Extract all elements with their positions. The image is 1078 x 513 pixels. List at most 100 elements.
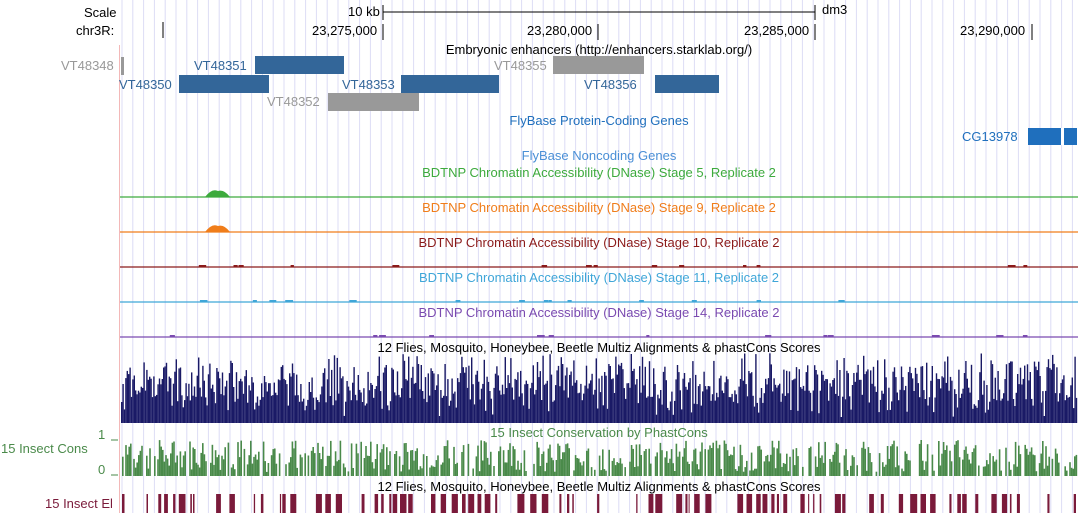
multiz-bar	[970, 364, 973, 423]
conservation-bar	[318, 453, 321, 476]
enhancer-vt48351[interactable]	[255, 56, 344, 74]
enhancer-vt48348[interactable]	[121, 57, 124, 75]
gene-label-cg13978[interactable]: CG13978	[962, 129, 1018, 144]
enhancer-vt48353[interactable]	[401, 75, 499, 93]
conservation-bar	[616, 462, 618, 476]
conservation-bar	[285, 464, 287, 476]
enhancer-label-vt48356[interactable]: VT48356	[584, 77, 637, 92]
enhancer-label-vt48348[interactable]: VT48348	[61, 58, 114, 73]
multiz-bar	[328, 359, 330, 423]
multiz-bar	[1059, 393, 1061, 423]
multiz-bar	[272, 395, 274, 423]
dnase-stage10-track-title[interactable]: BDTNP Chromatin Accessibility (DNase) St…	[418, 235, 780, 250]
dnase-stage11-track-title[interactable]: BDTNP Chromatin Accessibility (DNase) St…	[418, 270, 780, 285]
enhancer-vt48356[interactable]	[655, 75, 719, 93]
conservation-bar	[440, 464, 442, 476]
multiz-bar	[721, 390, 723, 423]
multiz-bar	[373, 397, 375, 423]
gene-cg13978[interactable]	[1028, 128, 1077, 145]
enhancer-label-vt48351[interactable]: VT48351	[194, 58, 247, 73]
conservation-bar	[792, 449, 794, 476]
conservation-bar	[624, 467, 626, 476]
multiz-bar	[364, 405, 366, 423]
conserved-element	[898, 494, 904, 513]
multiz-bar	[898, 400, 900, 423]
conservation-bar	[334, 451, 337, 476]
enhancer-vt48355[interactable]	[553, 56, 644, 74]
conservation-bar	[158, 440, 161, 476]
enhancers-track-title[interactable]: Embryonic enhancers (http://enhancers.st…	[445, 42, 753, 57]
conserved-element	[842, 494, 846, 513]
multiz-bar	[447, 379, 449, 423]
multiz-bar	[462, 367, 464, 423]
conservation-left-label[interactable]: 15 Insect Cons	[1, 441, 88, 456]
multiz-bar	[826, 379, 828, 423]
conservation-bar	[613, 458, 615, 476]
multiz-bar	[632, 371, 634, 423]
multiz-bar	[518, 396, 520, 423]
multiz-bar	[503, 394, 505, 423]
multiz-bar	[1063, 375, 1065, 423]
multiz-bar	[261, 383, 263, 423]
elements-left-label[interactable]: 15 Insect El	[45, 496, 113, 511]
dnase-stage5-track-title[interactable]: BDTNP Chromatin Accessibility (DNase) St…	[422, 165, 776, 180]
multiz-bar	[854, 381, 856, 423]
conservation-bar	[422, 454, 425, 476]
multiz-bar	[1052, 354, 1054, 423]
dnase-stage9-track-title[interactable]: BDTNP Chromatin Accessibility (DNase) St…	[422, 200, 776, 215]
ruler-position-1: 23,275,000	[312, 23, 378, 38]
enhancer-vt48352[interactable]	[328, 93, 419, 111]
conservation-bar	[405, 443, 407, 476]
dnase-small-peak	[691, 300, 697, 302]
enhancer-vt48350[interactable]	[179, 75, 269, 93]
conservation-bar	[1072, 468, 1074, 476]
dnase-small-peak	[285, 300, 294, 302]
multiz-bar	[917, 383, 919, 423]
conservation-bar	[538, 447, 540, 476]
conservation-bar	[701, 442, 703, 476]
conservation-bar	[838, 462, 841, 476]
multiz-bar	[776, 387, 778, 423]
multiz-bar	[165, 362, 168, 423]
dnase-small-peak	[1022, 335, 1028, 337]
multiz-bar	[410, 377, 413, 423]
multiz-bar	[529, 388, 532, 423]
enhancer-label-vt48352[interactable]: VT48352	[267, 94, 320, 109]
multiz-bar	[175, 359, 177, 423]
multiz-bar	[182, 407, 184, 423]
noncoding-genes-track-title[interactable]: FlyBase Noncoding Genes	[521, 148, 677, 163]
conservation-bar	[1054, 448, 1057, 476]
multiz-bar	[459, 373, 462, 423]
coding-genes-track-title[interactable]: FlyBase Protein-Coding Genes	[509, 113, 689, 128]
elements-track-title[interactable]: 12 Flies, Mosquito, Honeybee, Beetle Mul…	[377, 479, 821, 494]
dnase-stage14-track-title[interactable]: BDTNP Chromatin Accessibility (DNase) St…	[418, 305, 780, 320]
conservation-bar	[771, 440, 774, 476]
conservation-bar	[408, 469, 410, 476]
multiz-bar	[672, 414, 674, 423]
conservation-bar	[600, 470, 602, 476]
enhancer-label-vt48350[interactable]: VT48350	[119, 77, 172, 92]
conservation-bar	[403, 443, 406, 476]
enhancer-label-vt48355[interactable]: VT48355	[494, 58, 547, 73]
conservation-bar	[411, 450, 414, 476]
conservation-bar	[493, 466, 495, 476]
multiz-bar	[545, 383, 547, 423]
conservation-bar	[875, 471, 878, 476]
conservation-track-title[interactable]: 15 Insect Conservation by PhastCons	[490, 425, 708, 440]
multiz-bar	[647, 396, 649, 423]
conservation-bar	[958, 457, 961, 476]
multiz-bar	[944, 361, 946, 423]
multiz-bar	[259, 399, 261, 423]
conserved-element	[1073, 494, 1076, 513]
multiz-bar	[265, 382, 267, 423]
conservation-bar	[275, 463, 278, 476]
multiz-bar	[777, 385, 779, 423]
conservation-bar	[768, 461, 770, 476]
multiz-track-title[interactable]: 12 Flies, Mosquito, Honeybee, Beetle Mul…	[377, 340, 821, 355]
multiz-bar	[863, 355, 865, 423]
conservation-bar	[850, 465, 852, 476]
multiz-bar	[555, 385, 557, 423]
conserved-element	[392, 494, 398, 513]
enhancer-label-vt48353[interactable]: VT48353	[342, 77, 395, 92]
